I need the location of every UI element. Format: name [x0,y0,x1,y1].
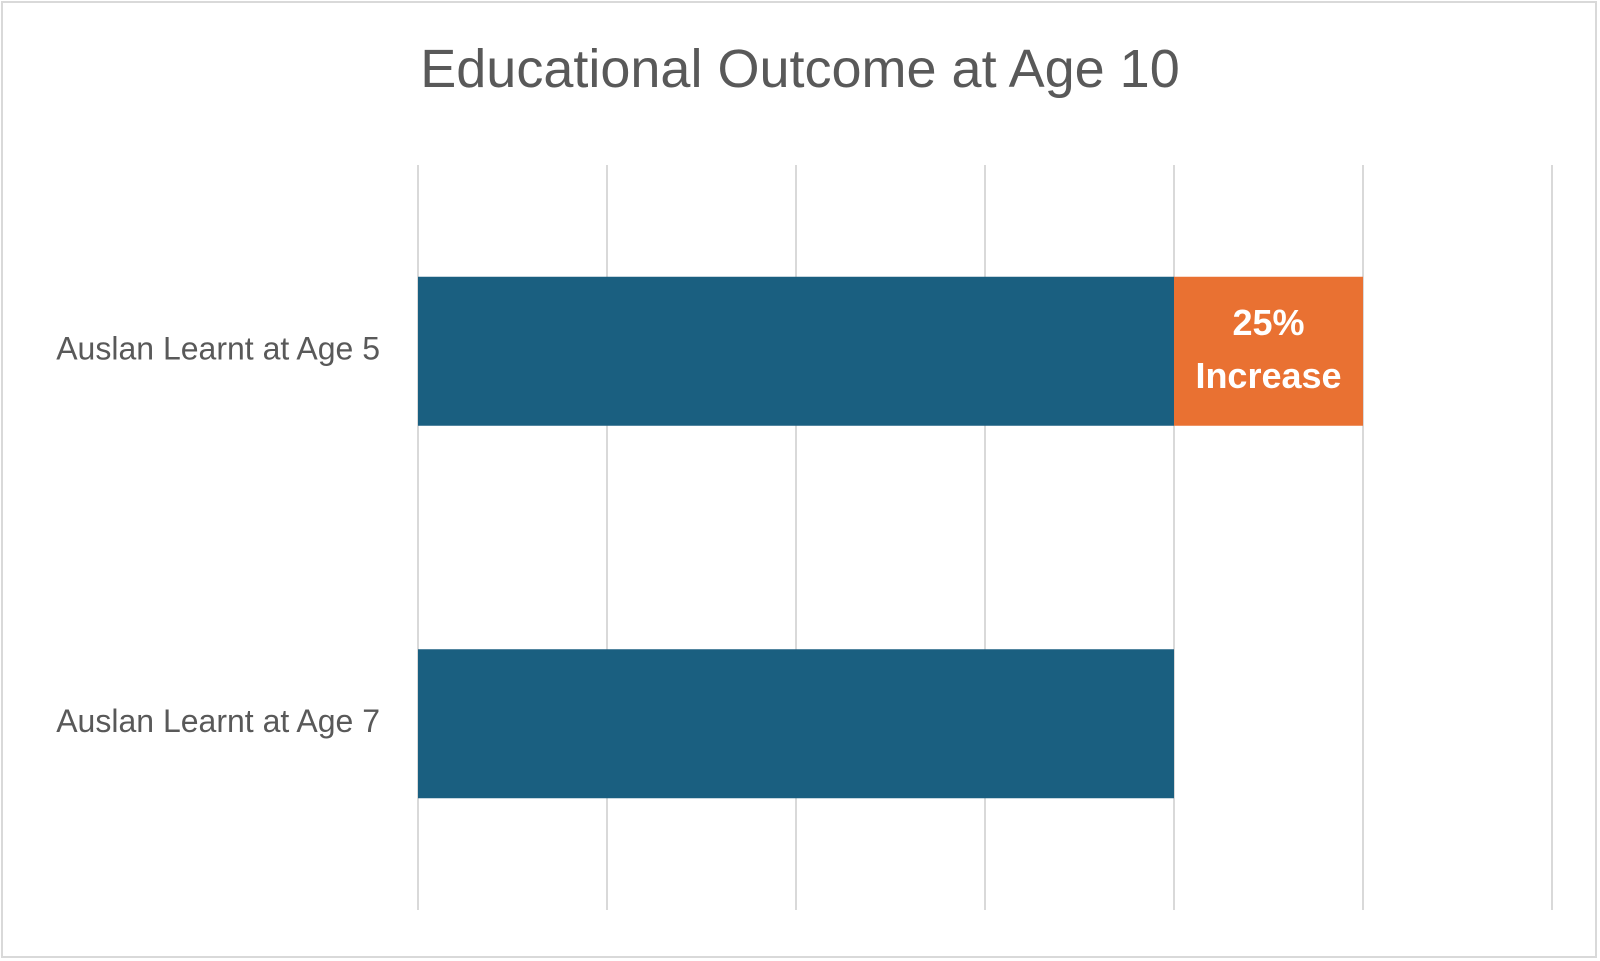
data-label-1-0: 25% Increase [1195,301,1341,395]
category-label-1: Auslan Learnt at Age 7 [56,703,380,739]
chart-title: Educational Outcome at Age 10 [420,39,1180,99]
bar-segment-0-1 [418,649,1174,799]
bar-segment-1-0 [1174,276,1363,426]
category-label-0: Auslan Learnt at Age 5 [56,331,380,367]
bar-segment-0-0 [418,276,1174,426]
